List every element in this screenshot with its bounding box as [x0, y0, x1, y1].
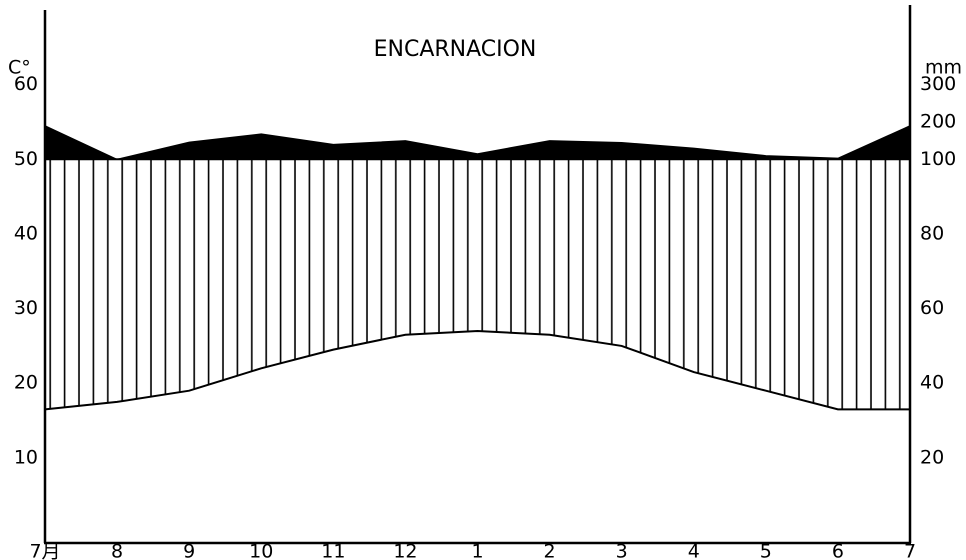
x-tick-label: 5 [760, 541, 772, 560]
x-tick-label: 11 [321, 541, 345, 560]
precipitation-area [44, 124, 911, 160]
y-tick-label: 30 [14, 297, 38, 319]
y2-tick-label: 80 [920, 222, 944, 244]
x-tick-label: 6 [832, 541, 844, 560]
y2-axis-label: mm [925, 57, 962, 79]
x-tick-label: 1 [471, 541, 483, 560]
y-tick-label: 20 [14, 372, 38, 394]
plot [44, 124, 911, 411]
x-tick-label: 2 [544, 541, 556, 560]
chart-title: ENCARNACION [374, 37, 537, 62]
x-tick-label: 10 [249, 541, 273, 560]
x-tick-label: 7 [904, 541, 916, 560]
y-tick-label: 40 [14, 222, 38, 244]
x-tick-label: 8 [111, 541, 123, 560]
x-tick-label: 3 [616, 541, 628, 560]
y-axis-label: C° [8, 57, 31, 79]
temperature-line [44, 329, 910, 411]
y2-tick-label: 20 [920, 446, 944, 468]
y-tick-label: 10 [14, 446, 38, 468]
y2-tick-label: 300 [920, 73, 956, 95]
y-tick-label: 60 [14, 73, 38, 95]
y2-tick-label: 200 [920, 110, 956, 132]
humid-area [45, 159, 910, 410]
y-tick-label: 50 [14, 148, 38, 170]
y2-tick-label: 100 [920, 148, 956, 170]
x-tick-label: 7月 [29, 541, 60, 560]
x-tick-label: 9 [183, 541, 195, 560]
y2-tick-label: 60 [920, 297, 944, 319]
x-tick-label: 4 [688, 541, 700, 560]
y2-tick-label: 40 [920, 372, 944, 394]
x-tick-label: 12 [393, 541, 417, 560]
